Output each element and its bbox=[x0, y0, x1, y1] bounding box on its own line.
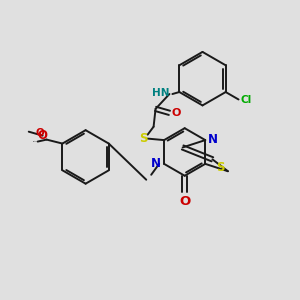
Text: Cl: Cl bbox=[241, 95, 252, 106]
Text: methoxy: methoxy bbox=[33, 141, 39, 142]
Text: HN: HN bbox=[152, 88, 170, 98]
Text: S: S bbox=[216, 161, 225, 174]
Text: N: N bbox=[208, 133, 218, 146]
Text: O: O bbox=[179, 195, 190, 208]
Text: S: S bbox=[140, 132, 148, 145]
Text: N: N bbox=[151, 158, 161, 170]
Text: O: O bbox=[171, 108, 181, 118]
Text: O: O bbox=[38, 129, 48, 142]
Text: O: O bbox=[36, 128, 45, 138]
